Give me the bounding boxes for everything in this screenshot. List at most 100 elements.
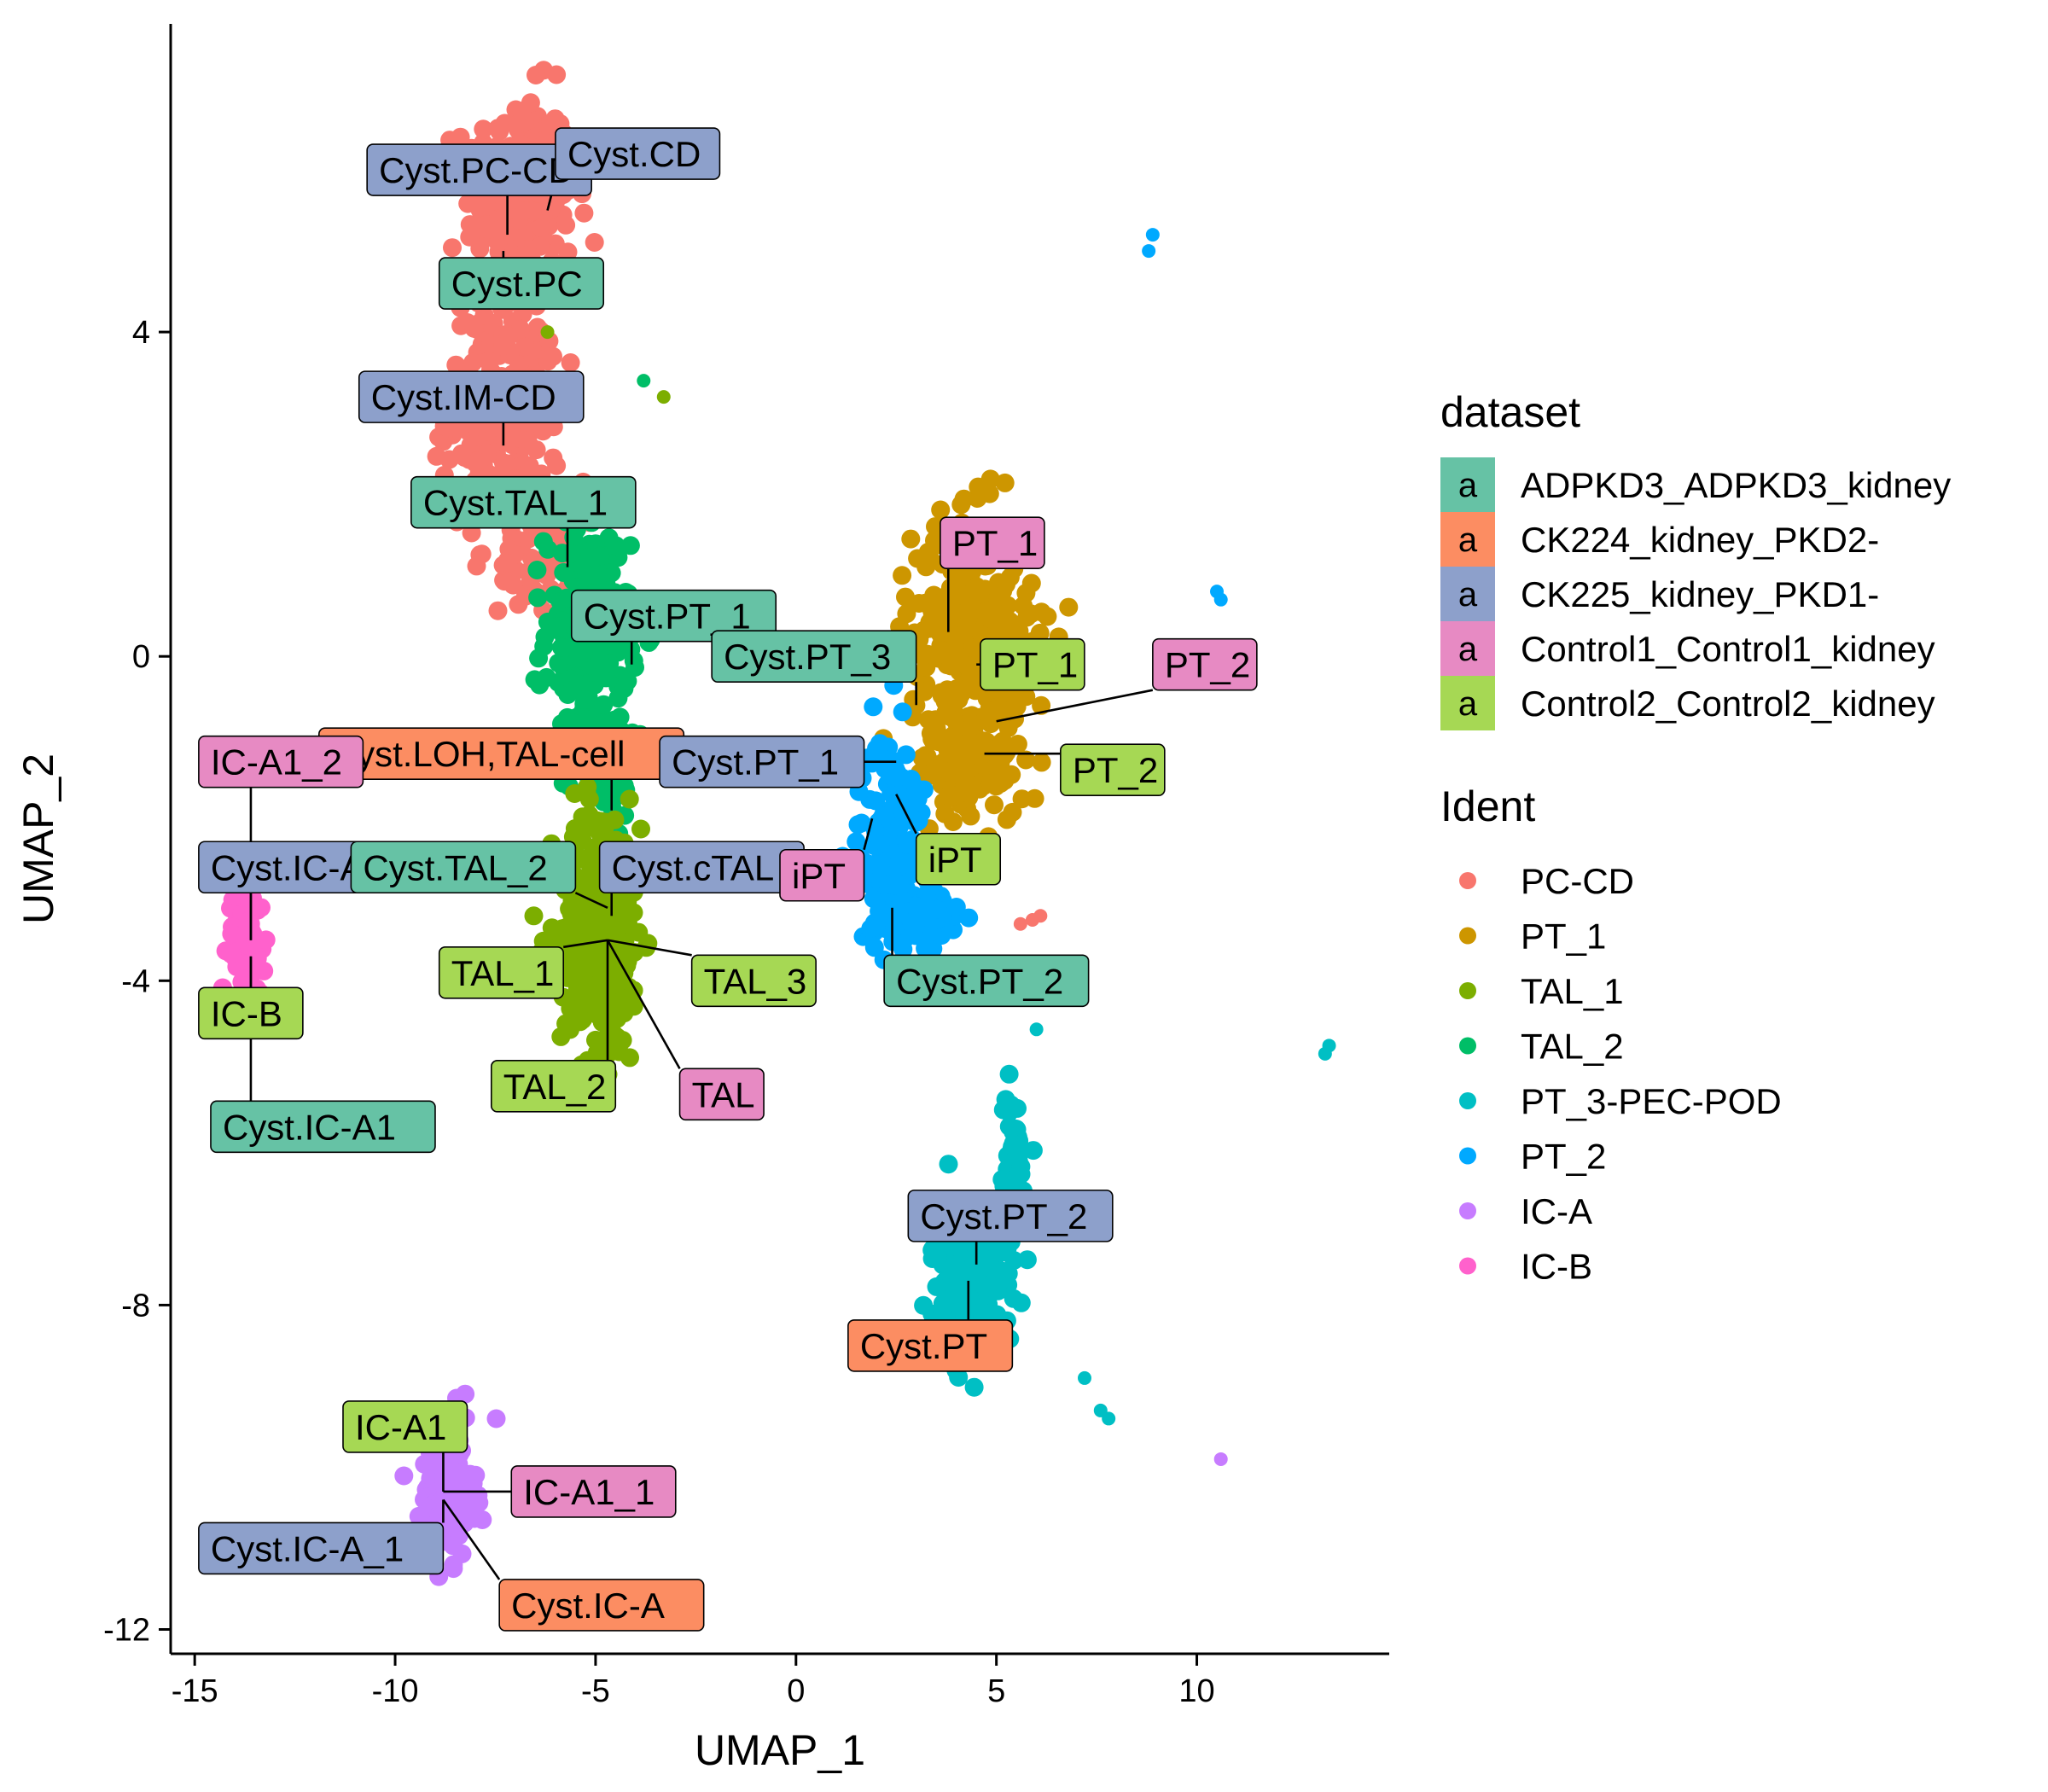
point bbox=[902, 912, 922, 932]
annotation-label: TAL_2 bbox=[490, 1060, 617, 1113]
legend-ident-key bbox=[1459, 1037, 1476, 1055]
legend-ident-label: PC-CD bbox=[1521, 861, 1634, 901]
annotation-text: IC-A1_1 bbox=[523, 1472, 655, 1512]
cluster-PT_2 bbox=[877, 875, 979, 990]
point bbox=[916, 557, 936, 577]
point bbox=[625, 658, 644, 678]
point bbox=[577, 548, 596, 567]
point bbox=[394, 1466, 414, 1486]
annotation-segment bbox=[563, 939, 608, 949]
point bbox=[547, 65, 567, 84]
x-tick-label: 10 bbox=[1178, 1673, 1214, 1709]
legend-ident-key bbox=[1459, 1147, 1476, 1165]
point bbox=[957, 617, 977, 637]
point bbox=[467, 451, 486, 471]
point bbox=[497, 432, 516, 451]
axes-layer: -15 -10 -5 0 5 10 -12 -8 -4 0 4 bbox=[103, 24, 1389, 1709]
annotation-label: IC-A1 bbox=[342, 1400, 468, 1453]
annotation-text: Cyst.CD bbox=[567, 134, 701, 174]
annotation-box bbox=[350, 841, 577, 894]
point bbox=[861, 919, 881, 938]
annotation-label: TAL_3 bbox=[690, 954, 817, 1008]
point bbox=[951, 495, 971, 515]
point bbox=[565, 819, 585, 838]
annotation-label: TAL_1 bbox=[438, 945, 565, 999]
point bbox=[577, 710, 596, 729]
point bbox=[427, 446, 446, 466]
annotation-box bbox=[210, 1100, 436, 1154]
point bbox=[594, 695, 614, 714]
point bbox=[931, 500, 951, 520]
point bbox=[951, 585, 971, 605]
annotation-box bbox=[570, 589, 777, 643]
point bbox=[585, 233, 604, 252]
point bbox=[919, 710, 938, 730]
x-tick-label: -5 bbox=[581, 1673, 610, 1709]
annotation-box bbox=[490, 1060, 617, 1113]
point bbox=[457, 1499, 477, 1519]
point bbox=[998, 1238, 1017, 1258]
legend-ident-title: Ident bbox=[1440, 783, 1535, 830]
x-tick-label: -15 bbox=[172, 1673, 218, 1709]
point bbox=[1004, 1289, 1023, 1308]
legend-dataset-key bbox=[1440, 621, 1495, 676]
legend-ident-items: PC-CD PT_1 TAL_1 TAL_2 PT_3-PEC-POD PT_2 IC-A I… bbox=[1459, 861, 1782, 1287]
annotation-box bbox=[659, 735, 865, 788]
point bbox=[1017, 1250, 1037, 1270]
annotation-box bbox=[980, 637, 1085, 691]
point bbox=[561, 904, 581, 923]
annotation-text: iPT bbox=[792, 856, 846, 896]
annotation-text: PT_2 bbox=[1073, 750, 1158, 790]
annotation-text: Cyst.PC-CD bbox=[379, 150, 574, 190]
annotation-label: Cyst.IM-CD bbox=[358, 370, 585, 423]
point bbox=[609, 1030, 629, 1049]
annotation-segment bbox=[607, 939, 692, 957]
point bbox=[898, 835, 917, 854]
legend-ident-label: PT_3-PEC-POD bbox=[1521, 1081, 1782, 1121]
point bbox=[962, 776, 981, 794]
y-tick-label: -12 bbox=[103, 1612, 150, 1648]
point bbox=[1013, 916, 1027, 931]
annotation-box bbox=[342, 1400, 468, 1453]
annotation-text: Cyst.IC-A1 bbox=[223, 1107, 396, 1147]
point bbox=[558, 242, 578, 262]
legend-dataset-label: CK225_kidney_PKD1- bbox=[1521, 574, 1879, 614]
point bbox=[586, 976, 606, 996]
legend-dataset-item: a Control1_Control1_kidney bbox=[1440, 621, 1935, 676]
point bbox=[964, 1377, 984, 1397]
point bbox=[1029, 1022, 1044, 1037]
legend-ident-label: PT_1 bbox=[1521, 916, 1606, 957]
point bbox=[503, 575, 523, 595]
annotation-label: iPT bbox=[915, 832, 1002, 886]
legend-ident-label: IC-B bbox=[1521, 1247, 1592, 1287]
point bbox=[878, 875, 898, 894]
annotation-box bbox=[410, 475, 637, 529]
point bbox=[978, 608, 998, 627]
legend-ident-item: TAL_1 bbox=[1459, 971, 1624, 1011]
point bbox=[943, 812, 963, 831]
point bbox=[890, 785, 910, 805]
point bbox=[602, 975, 620, 995]
point bbox=[568, 649, 588, 668]
annotation-text: Cyst.PT_1 bbox=[584, 596, 751, 637]
point bbox=[552, 637, 571, 657]
annotation-text: Cyst.PC bbox=[451, 264, 583, 304]
point bbox=[995, 473, 1015, 492]
point bbox=[981, 1305, 1001, 1324]
annotation-box bbox=[678, 1068, 765, 1121]
legend-dataset-key bbox=[1440, 676, 1495, 730]
legend-dataset-label: ADPKD3_ADPKD3_kidney bbox=[1521, 465, 1951, 505]
annotation-text: TAL bbox=[692, 1074, 755, 1114]
legend-ident-item: IC-A bbox=[1459, 1191, 1592, 1231]
cluster-PT_3-PEC-POD bbox=[987, 1064, 1043, 1283]
legend-ident-label: IC-A bbox=[1521, 1191, 1592, 1231]
point bbox=[867, 742, 886, 761]
point bbox=[891, 934, 911, 954]
point bbox=[624, 903, 643, 922]
annotation-box bbox=[940, 516, 1045, 569]
point bbox=[443, 1536, 463, 1556]
point bbox=[997, 742, 1016, 762]
